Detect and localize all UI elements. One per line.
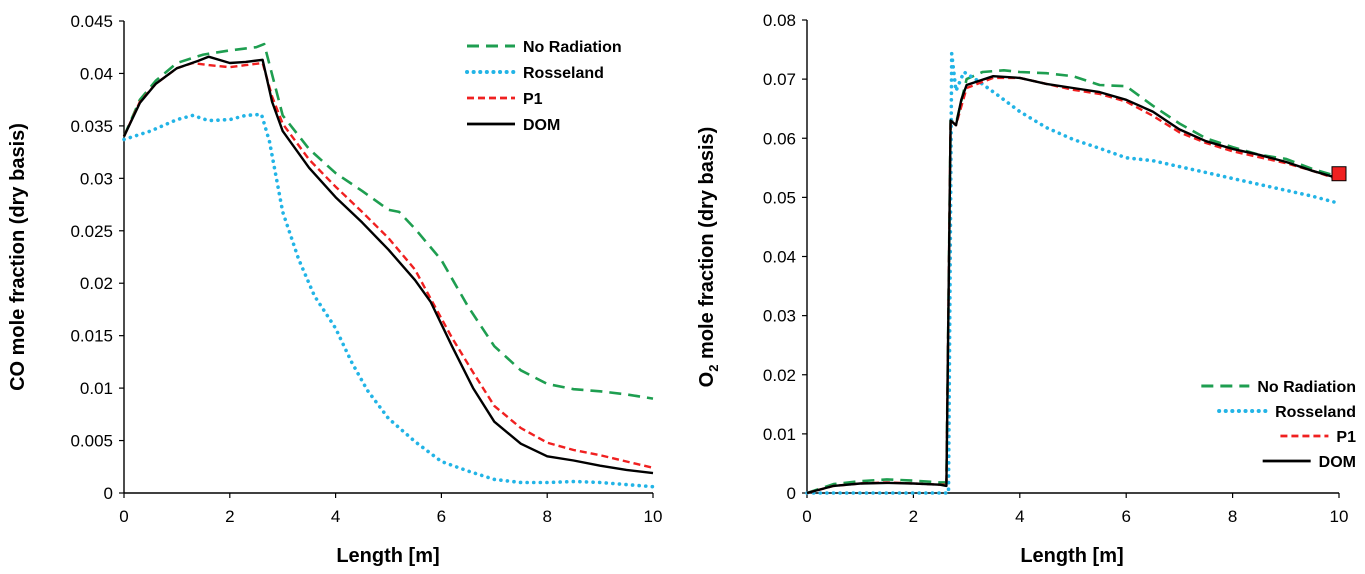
o2-end-marker [1331,166,1347,182]
co-x-tick-label: 4 [331,507,340,526]
co-axes [123,21,653,494]
o2-axes [806,20,1339,494]
co-y-axis-title: CO mole fraction (dry basis) [7,123,29,391]
o2-legend-item-no-radiation: No Radiation [1201,379,1356,396]
o2-x-ticks: 0 2 4 6 8 10 [802,493,1348,526]
o2-x-tick-label: 8 [1228,507,1237,526]
co-x-tick-label: 10 [644,507,663,526]
co-x-axis-title: Length [m] [336,545,439,567]
o2-x-tick-label: 10 [1330,507,1349,526]
co-series-rosseland [122,112,655,489]
o2-legend-item-rosseland: Rosseland [1217,404,1356,421]
o2-legend-item-dom: DOM [1262,454,1356,471]
o2-legend: No Radiation Rosseland P1 DOM [1201,379,1356,471]
o2-series-dom [806,74,1340,495]
o2-y-tick-label: 0.08 [763,11,796,30]
co-y-tick-label: 0.02 [80,274,113,293]
o2-x-axis-title: Length [m] [1020,545,1123,567]
co-y-tick-label: 0.025 [70,222,113,241]
co-y-tick-label: 0.015 [70,327,113,346]
o2-y-axis-title: O2 mole fraction (dry basis) [696,127,721,388]
o2-y-tick-label: 0.01 [763,425,796,444]
co-x-tick-label: 6 [437,507,446,526]
co-legend-label: No Radiation [523,39,622,56]
o2-y-axis-title-o: O [696,372,718,388]
co-legend-label: P1 [523,91,543,108]
o2-legend-label: Rosseland [1275,404,1356,421]
co-y-tick-label: 0.035 [70,117,113,136]
co-y-tick-label: 0.005 [70,432,113,451]
co-legend-item-no-radiation: No Radiation [467,39,622,56]
co-legend-item-rosseland: Rosseland [465,65,604,82]
o2-series-rosseland [805,51,1341,495]
co-legend-item-p1: P1 [467,91,543,108]
co-y-tick-label: 0.04 [80,64,113,83]
o2-y-tick-label: 0 [787,484,796,503]
o2-legend-item-p1: P1 [1280,429,1356,446]
o2-y-axis-title-rest: mole fraction (dry basis) [696,127,718,365]
co-legend-label: DOM [523,117,560,134]
co-x-tick-label: 2 [225,507,234,526]
o2-y-tick-label: 0.03 [763,307,796,326]
co-y-tick-label: 0 [104,484,113,503]
o2-legend-label: No Radiation [1257,379,1356,396]
o2-end-marker-group [1331,166,1347,182]
co-y-tick-label: 0.01 [80,379,113,398]
co-y-ticks: 0 0.005 0.01 0.015 0.02 0.025 0.03 0.035 0.04 0.0… [70,12,124,503]
o2-y-axis-title-subscript: 2 [706,365,721,372]
co-series-no-radiation [122,42,654,400]
co-x-ticks: 0 2 4 6 8 10 [119,493,662,526]
o2-x-tick-label: 6 [1121,507,1130,526]
co-series-dom [122,55,654,475]
o2-y-tick-label: 0.06 [763,129,796,148]
o2-x-tick-label: 0 [802,507,811,526]
o2-x-tick-label: 2 [909,507,918,526]
o2-chart: 0 0.01 0.02 0.03 0.04 0.05 0.06 0.07 0.08 0 2 4 6 8 1… [696,11,1356,567]
co-legend-item-dom: DOM [467,117,560,134]
o2-series [805,51,1341,495]
co-x-tick-label: 0 [119,507,128,526]
co-y-tick-label: 0.045 [70,12,113,31]
o2-legend-label: P1 [1336,429,1356,446]
o2-y-tick-label: 0.04 [763,248,796,267]
co-series [122,42,655,489]
o2-y-tick-label: 0.07 [763,70,796,89]
co-legend-label: Rosseland [523,65,604,82]
co-x-tick-label: 8 [542,507,551,526]
co-series-p1 [122,61,654,469]
o2-x-tick-label: 4 [1015,507,1024,526]
o2-series-p1 [806,76,1340,495]
co-y-tick-label: 0.03 [80,169,113,188]
o2-y-tick-label: 0.02 [763,366,796,385]
o2-legend-label: DOM [1319,454,1356,471]
o2-y-tick-label: 0.05 [763,188,796,207]
co-legend: No Radiation Rosseland P1 DOM [465,39,622,134]
o2-series-no-radiation [806,69,1340,495]
o2-y-ticks: 0 0.01 0.02 0.03 0.04 0.05 0.06 0.07 0.08 [763,11,807,503]
co-chart: 0 0.005 0.01 0.015 0.02 0.025 0.03 0.035 0.04 0.0… [7,12,662,567]
